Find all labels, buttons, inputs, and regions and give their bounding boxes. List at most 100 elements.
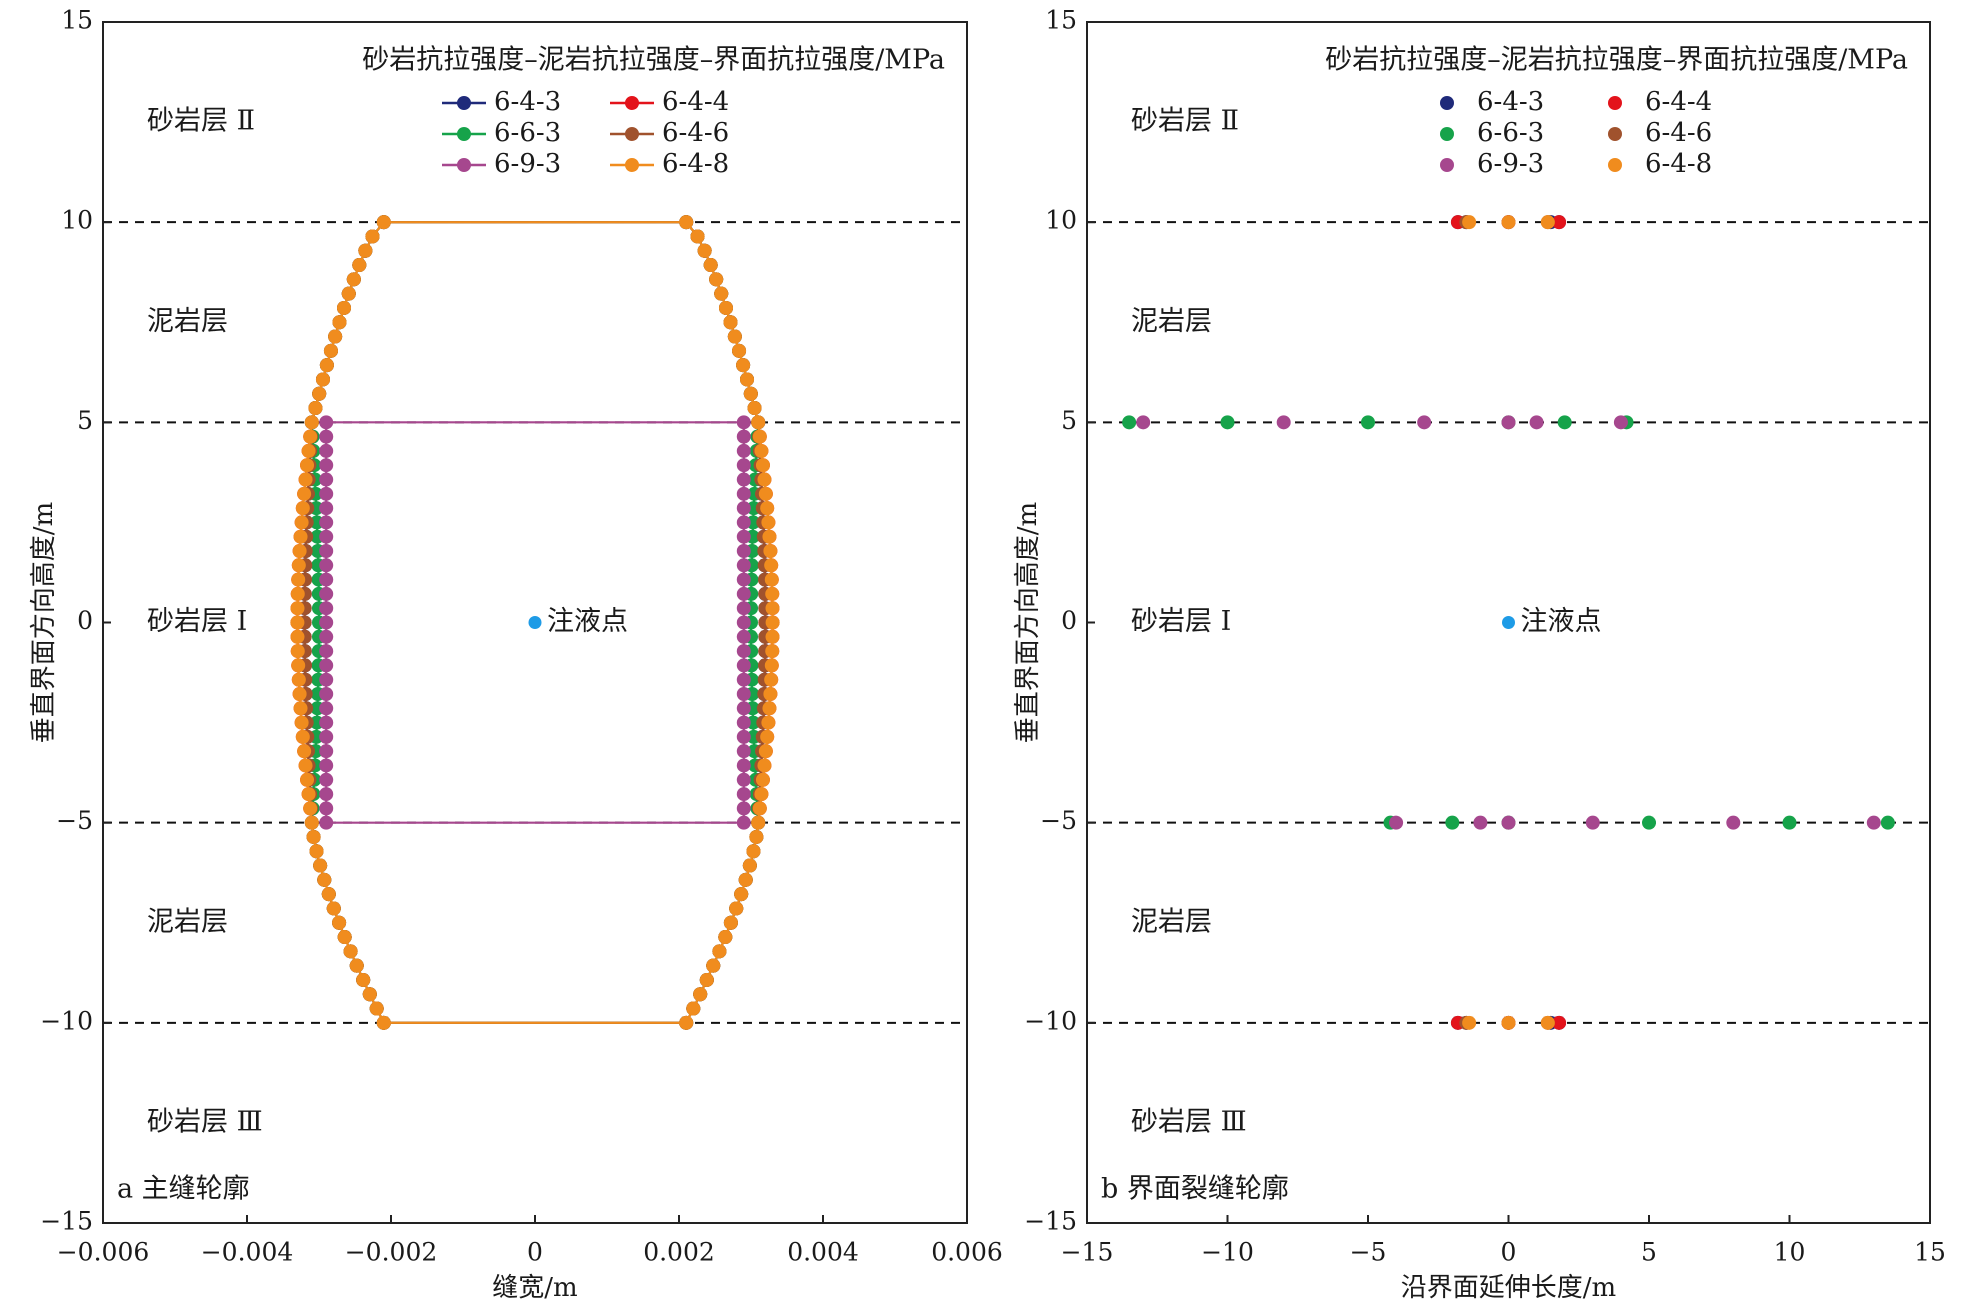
series-point-6-4-8 <box>697 243 712 258</box>
series-point-6-4-8 <box>765 601 780 616</box>
series-point-6-9-3 <box>736 658 751 673</box>
series-point-6-9-3 <box>1501 815 1516 830</box>
series-point-6-4-8 <box>699 972 714 987</box>
series-point-6-4-8 <box>751 815 766 830</box>
series-point-6-9-3 <box>319 429 334 444</box>
series-point-6-4-8 <box>356 972 371 987</box>
y-tick-label: 10 <box>61 206 93 235</box>
y-tick-label: 5 <box>77 406 93 435</box>
series-point-6-4-8 <box>1462 215 1477 230</box>
series-point-6-6-3 <box>1445 815 1460 830</box>
x-tick-label: 0.002 <box>643 1238 715 1267</box>
series-point-6-4-8 <box>760 501 775 516</box>
series-point-6-9-3 <box>736 429 751 444</box>
x-tick-label: −0.006 <box>57 1238 150 1267</box>
series-point-6-4-8 <box>290 586 305 601</box>
series-point-6-4-8 <box>747 401 762 416</box>
series-point-6-4-8 <box>1462 1015 1477 1030</box>
series-point-6-4-8 <box>317 872 332 887</box>
panel-a-main-fracture-profile: −0.006 −0.004 −0.002 0 0.002 0.004 0.006 −15 −10… <box>29 6 1003 1303</box>
series-point-6-4-8 <box>332 915 347 930</box>
legend-marker <box>625 127 639 141</box>
series-point-6-4-8 <box>346 272 361 287</box>
series-point-6-4-8 <box>765 629 780 644</box>
legend-label: 6-4-8 <box>1645 149 1712 179</box>
series-point-6-4-8 <box>309 844 324 859</box>
series-point-6-4-8 <box>712 944 727 959</box>
y-axis-title: 垂直界面方向高度/m <box>29 502 59 743</box>
series-point-6-4-8 <box>300 458 315 473</box>
series-point-6-4-8 <box>764 658 779 673</box>
panel-b-interface-fracture-profile: −15 −10 −5 0 5 10 15 −15 −10 −5 0 5 10 15 沿界面延伸长度/m 垂直界… <box>1013 6 1946 1303</box>
series-point-6-4-8 <box>297 486 312 501</box>
series-point-6-9-3 <box>319 715 334 730</box>
y-axis-title: 垂直界面方向高度/m <box>1013 502 1043 743</box>
series-point-6-6-3 <box>1220 415 1235 430</box>
series-point-6-4-8 <box>306 829 321 844</box>
series-point-6-4-8 <box>303 429 318 444</box>
series-point-6-4-8 <box>304 815 319 830</box>
series-point-6-4-8 <box>304 415 319 430</box>
x-tick-label: 15 <box>1914 1238 1946 1267</box>
series-point-6-4-8 <box>332 315 347 330</box>
series-point-6-4-8 <box>729 901 744 916</box>
legend-label: 6-4-4 <box>662 87 729 117</box>
series-point-6-9-3 <box>319 729 334 744</box>
series-point-6-4-8 <box>376 1015 391 1030</box>
y-tick-label: 5 <box>1061 406 1077 435</box>
series-point-6-4-8 <box>308 401 323 416</box>
series-point-6-4-8 <box>764 572 779 587</box>
x-tick-label: −0.002 <box>345 1238 438 1267</box>
series-point-6-4-8 <box>679 215 694 230</box>
series-point-6-9-3 <box>1389 815 1404 830</box>
series-point-6-9-3 <box>736 715 751 730</box>
series-point-6-4-8 <box>294 515 309 530</box>
series-point-6-9-3 <box>319 415 334 430</box>
injection-point-label: 注液点 <box>547 606 628 637</box>
legend-marker <box>1608 158 1622 172</box>
series-point-6-4-8 <box>326 901 341 916</box>
series-point-6-4-8 <box>300 772 315 787</box>
y-tick-label: 0 <box>1061 606 1077 635</box>
series-point-6-4-8 <box>1540 1015 1555 1030</box>
x-tick-label: −15 <box>1061 1238 1114 1267</box>
legend-marker <box>1440 158 1454 172</box>
series-point-6-9-3 <box>736 486 751 501</box>
series-point-6-4-8 <box>723 315 738 330</box>
legend-label: 6-6-3 <box>1477 118 1544 148</box>
series-point-6-6-3 <box>1880 815 1895 830</box>
x-tick-label: 0 <box>1501 1238 1517 1267</box>
series-point-6-4-8 <box>349 958 364 973</box>
series-point-6-4-8 <box>743 386 758 401</box>
series-point-6-4-8 <box>752 801 767 816</box>
series-point-6-4-8 <box>727 329 742 344</box>
legend-marker <box>457 127 471 141</box>
series-point-6-4-8 <box>755 772 770 787</box>
series-point-6-4-8 <box>319 358 334 373</box>
series-point-6-9-3 <box>1501 415 1516 430</box>
layer-label: 砂岩层 Ⅰ <box>147 606 247 637</box>
series-point-6-9-3 <box>319 572 334 587</box>
series-point-6-4-8 <box>723 915 738 930</box>
legend-label: 6-9-3 <box>494 149 561 179</box>
series-point-6-4-8 <box>742 858 757 873</box>
series-point-6-6-3 <box>1122 415 1137 430</box>
series-point-6-4-8 <box>369 1001 384 1016</box>
series-point-6-9-3 <box>319 472 334 487</box>
series-point-6-4-8 <box>297 744 312 759</box>
layer-label: 泥岩层 <box>147 306 228 337</box>
series-point-6-9-3 <box>736 529 751 544</box>
series-point-6-6-3 <box>1557 415 1572 430</box>
series-point-6-4-8 <box>290 629 305 644</box>
series-point-6-4-8 <box>751 415 766 430</box>
series-point-6-4-8 <box>765 644 780 659</box>
series-point-6-4-8 <box>736 358 751 373</box>
series-point-6-9-3 <box>319 658 334 673</box>
series-point-6-9-3 <box>319 586 334 601</box>
series-point-6-4-8 <box>762 701 777 716</box>
series-point-6-4-8 <box>337 300 352 315</box>
series-point-6-4-8 <box>757 472 772 487</box>
series-point-6-4-8 <box>749 829 764 844</box>
panel-label: b 界面裂缝轮廓 <box>1101 1174 1289 1205</box>
